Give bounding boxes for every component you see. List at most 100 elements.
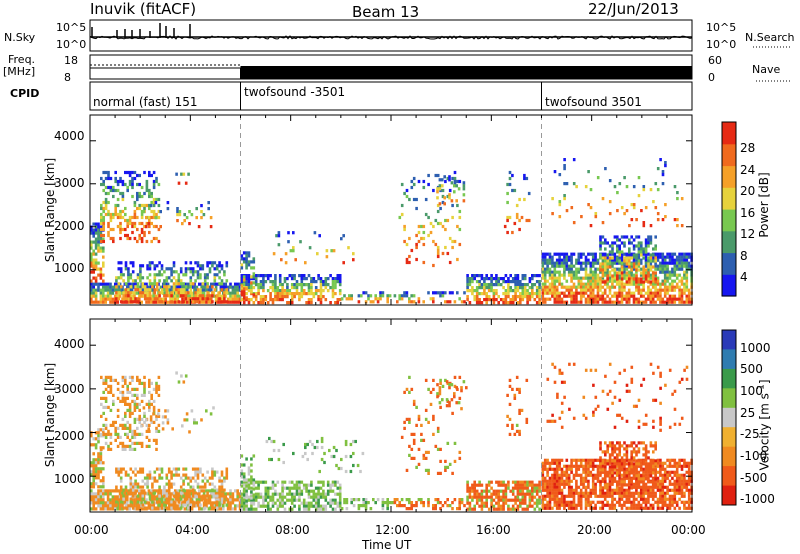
- power-cell: [637, 244, 641, 248]
- power-cell: [533, 298, 537, 302]
- velocity-cell: [499, 480, 503, 484]
- velocity-cell: [300, 480, 304, 484]
- velocity-cell: [319, 480, 323, 484]
- velocity-cell: [102, 396, 105, 400]
- velocity-cell: [99, 489, 103, 493]
- power-cell: [184, 291, 188, 295]
- power-cell: [136, 227, 139, 232]
- velocity-cell: [563, 485, 566, 489]
- power-cell: [439, 188, 442, 193]
- power-cell: [584, 261, 588, 265]
- power-cell: [637, 268, 641, 272]
- power-cell: [340, 297, 344, 301]
- velocity-cell: [591, 488, 595, 492]
- power-cell: [217, 300, 220, 304]
- power-cell: [155, 179, 158, 184]
- velocity-cell: [271, 501, 275, 505]
- freq-bar-twofsound: [240, 66, 692, 79]
- power-cell: [283, 292, 287, 296]
- velocity-cell: [579, 491, 583, 495]
- power-cell: [128, 218, 132, 223]
- velocity-cell: [596, 476, 600, 480]
- power-cell: [300, 274, 304, 278]
- velocity-cell: [310, 495, 313, 499]
- power-cell: [448, 291, 452, 295]
- velocity-cell: [579, 503, 583, 507]
- power-cell: [466, 283, 469, 287]
- velocity-cell: [112, 399, 115, 403]
- power-cell: [148, 194, 151, 199]
- power-cell: [400, 294, 404, 298]
- power-cell: [252, 293, 256, 297]
- velocity-cell: [236, 489, 239, 493]
- power-cell: [611, 276, 614, 280]
- power-cell: [668, 285, 672, 289]
- power-cell: [99, 273, 103, 277]
- velocity-cell: [436, 447, 440, 451]
- velocity-cell: [129, 491, 133, 495]
- velocity-cell: [577, 497, 581, 501]
- velocity-cell: [238, 495, 242, 499]
- power-cell: [436, 196, 439, 200]
- velocity-cell: [543, 482, 547, 486]
- velocity-cell: [109, 504, 112, 508]
- power-cell: [287, 240, 290, 244]
- power-cell: [160, 264, 164, 268]
- power-cell: [184, 261, 188, 265]
- power-cell: [307, 301, 311, 305]
- velocity-cell: [111, 489, 115, 493]
- power-cell: [102, 218, 105, 223]
- power-cell: [485, 283, 488, 287]
- power-cell: [318, 234, 321, 238]
- power-cell: [579, 291, 583, 295]
- velocity-cell: [432, 414, 435, 418]
- velocity-cell: [458, 396, 462, 400]
- power-cell: [678, 267, 681, 271]
- velocity-cell: [546, 461, 549, 465]
- power-cell: [541, 264, 545, 268]
- power-cell: [535, 289, 539, 293]
- power-cell: [169, 297, 172, 301]
- power-cell: [523, 292, 527, 296]
- power-cell: [92, 291, 95, 295]
- velocity-cell: [587, 461, 590, 465]
- power-cell: [661, 261, 665, 265]
- power-cell: [104, 185, 108, 190]
- velocity-cell: [511, 504, 515, 508]
- velocity-cell: [234, 507, 237, 511]
- power-cell: [654, 247, 657, 251]
- velocity-cell: [548, 479, 552, 483]
- power-cell: [615, 267, 619, 271]
- velocity-cell: [320, 457, 324, 462]
- power-cell: [508, 215, 512, 220]
- power-cell: [635, 297, 638, 301]
- velocity-cell: [245, 501, 248, 505]
- velocity-cell: [252, 487, 256, 491]
- velocity-cell: [511, 492, 515, 496]
- velocity-cell: [543, 488, 547, 492]
- velocity-cell: [127, 491, 130, 495]
- velocity-cell: [329, 504, 332, 508]
- power-cell: [680, 279, 684, 283]
- velocity-cell: [300, 501, 304, 505]
- power-cell: [649, 188, 653, 192]
- velocity-cell: [250, 457, 253, 461]
- velocity-cell: [119, 423, 122, 427]
- velocity-cell: [188, 495, 191, 499]
- power-cell: [245, 254, 248, 258]
- power-cell: [594, 285, 597, 289]
- velocity-cell: [146, 479, 149, 483]
- velocity-cell: [485, 501, 488, 505]
- power-cell: [518, 218, 521, 223]
- power-cell: [148, 279, 152, 283]
- velocity-cell: [582, 458, 585, 462]
- velocity-cell: [140, 489, 143, 493]
- power-cell: [158, 294, 161, 298]
- power-cell: [548, 255, 552, 259]
- power-cell: [326, 277, 330, 281]
- velocity-cell: [535, 486, 539, 490]
- power-cell: [307, 292, 311, 296]
- velocity-cell: [551, 458, 554, 462]
- power-cell: [625, 271, 629, 275]
- power-cell: [548, 282, 552, 286]
